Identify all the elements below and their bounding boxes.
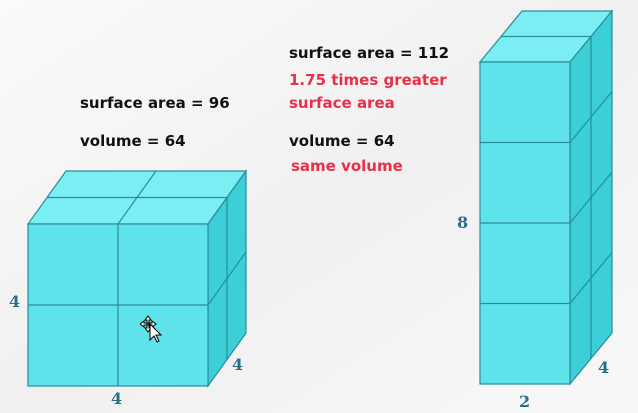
right-surface-area-label: surface area = 112 xyxy=(289,44,450,62)
volume-comparison-label: same volume xyxy=(291,157,403,175)
left-volume-label: volume = 64 xyxy=(80,132,186,150)
move-cursor-icon xyxy=(140,315,163,343)
left-cube-depth-dimension: 4 xyxy=(232,355,244,374)
surface-area-comparison-label: 1.75 times greater xyxy=(289,71,447,89)
right-prism-depth-dimension: 4 xyxy=(598,358,610,377)
right-prism-height-dimension: 8 xyxy=(457,213,469,232)
right-volume-label: volume = 64 xyxy=(289,132,395,150)
left-surface-area-label: surface area = 96 xyxy=(80,94,230,112)
right-prism-width-dimension: 2 xyxy=(519,392,531,411)
left-cube xyxy=(26,169,248,388)
left-cube-width-dimension: 4 xyxy=(111,389,123,408)
left-cube-height-dimension: 4 xyxy=(9,292,21,311)
surface-area-comparison-label-2: surface area xyxy=(289,94,395,112)
right-prism xyxy=(478,9,614,386)
